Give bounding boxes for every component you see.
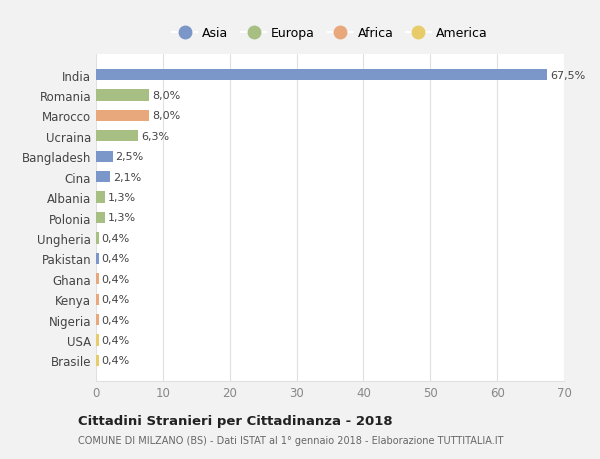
Legend: Asia, Europa, Africa, America: Asia, Europa, Africa, America <box>167 22 493 45</box>
Text: Cittadini Stranieri per Cittadinanza - 2018: Cittadini Stranieri per Cittadinanza - 2… <box>78 414 392 428</box>
Text: COMUNE DI MILZANO (BS) - Dati ISTAT al 1° gennaio 2018 - Elaborazione TUTTITALIA: COMUNE DI MILZANO (BS) - Dati ISTAT al 1… <box>78 435 503 445</box>
Text: 0,4%: 0,4% <box>101 233 130 243</box>
Bar <box>96 213 104 224</box>
Text: 0,4%: 0,4% <box>101 295 130 304</box>
Text: 0,4%: 0,4% <box>101 254 130 264</box>
Text: 0,4%: 0,4% <box>101 356 130 365</box>
Bar <box>96 131 138 142</box>
Bar <box>96 355 98 366</box>
Text: 2,1%: 2,1% <box>113 172 141 182</box>
Text: 0,4%: 0,4% <box>101 274 130 284</box>
Bar <box>96 233 98 244</box>
Bar <box>96 111 149 122</box>
Text: 8,0%: 8,0% <box>152 91 181 101</box>
Text: 8,0%: 8,0% <box>152 111 181 121</box>
Bar <box>96 294 98 305</box>
Text: 67,5%: 67,5% <box>550 71 585 80</box>
Bar <box>96 90 149 101</box>
Bar <box>96 274 98 285</box>
Text: 0,4%: 0,4% <box>101 315 130 325</box>
Bar <box>96 70 547 81</box>
Bar <box>96 172 110 183</box>
Bar <box>96 314 98 325</box>
Text: 6,3%: 6,3% <box>141 132 169 141</box>
Bar <box>96 253 98 264</box>
Text: 2,5%: 2,5% <box>115 152 143 162</box>
Text: 0,4%: 0,4% <box>101 335 130 345</box>
Bar <box>96 151 113 162</box>
Text: 1,3%: 1,3% <box>107 213 136 223</box>
Text: 1,3%: 1,3% <box>107 193 136 203</box>
Bar <box>96 192 104 203</box>
Bar <box>96 335 98 346</box>
